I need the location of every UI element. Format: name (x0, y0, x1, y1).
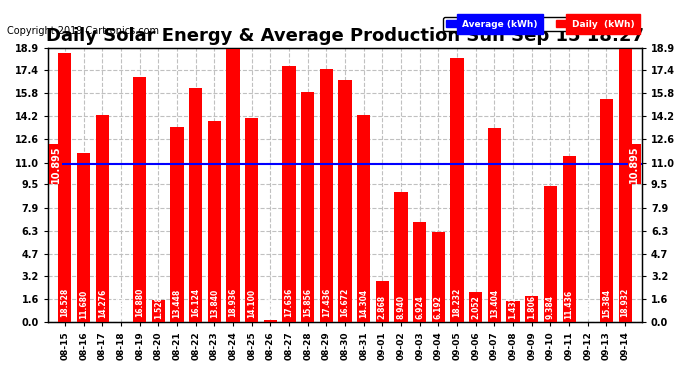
Text: 10.895: 10.895 (629, 145, 640, 183)
Bar (432, 232, 445, 322)
Bar (264, 320, 277, 322)
Text: 6.924: 6.924 (415, 296, 424, 319)
Text: 13.448: 13.448 (172, 289, 181, 318)
Bar (376, 280, 389, 322)
Text: Copyright 2019 Cartronics.com: Copyright 2019 Cartronics.com (7, 26, 159, 36)
Text: 18.232: 18.232 (453, 288, 462, 317)
Bar (488, 128, 501, 322)
Text: 11.436: 11.436 (564, 290, 573, 319)
Bar (245, 118, 258, 322)
Bar (339, 80, 351, 322)
Text: 2.868: 2.868 (378, 295, 387, 319)
Bar (152, 300, 165, 322)
Bar (395, 192, 408, 322)
Bar (413, 222, 426, 322)
Text: 0.000: 0.000 (117, 296, 126, 319)
Text: 16.672: 16.672 (340, 288, 350, 317)
Text: 0.152: 0.152 (266, 296, 275, 319)
Bar (319, 69, 333, 322)
Text: 8.940: 8.940 (397, 295, 406, 319)
Bar (208, 122, 221, 322)
Text: 1.432: 1.432 (509, 296, 518, 319)
Bar (226, 48, 239, 322)
Bar (59, 53, 72, 322)
Bar (357, 115, 371, 322)
Text: 13.840: 13.840 (210, 289, 219, 318)
Bar (189, 88, 202, 322)
Text: 1.806: 1.806 (527, 295, 536, 319)
Bar (506, 302, 520, 322)
Bar (301, 92, 314, 322)
Legend: Average (kWh), Daily  (kWh): Average (kWh), Daily (kWh) (443, 17, 638, 32)
Bar (96, 115, 109, 322)
Text: 18.528: 18.528 (61, 288, 70, 317)
Text: 16.880: 16.880 (135, 288, 144, 317)
Bar (282, 66, 295, 322)
Text: 15.856: 15.856 (303, 288, 312, 318)
Text: 6.192: 6.192 (434, 296, 443, 319)
Text: 14.276: 14.276 (98, 289, 107, 318)
Text: 1.528: 1.528 (154, 296, 163, 319)
Text: 13.404: 13.404 (490, 289, 499, 318)
Bar (469, 292, 482, 322)
Text: 11.680: 11.680 (79, 290, 88, 319)
Bar (170, 127, 184, 322)
Text: 10.895: 10.895 (50, 145, 61, 183)
Bar (451, 58, 464, 322)
Text: 0.000: 0.000 (583, 296, 592, 319)
Bar (544, 186, 557, 322)
Text: 16.124: 16.124 (191, 288, 200, 317)
Bar (77, 153, 90, 322)
Text: 14.100: 14.100 (247, 289, 256, 318)
Bar (525, 296, 538, 322)
Bar (600, 99, 613, 322)
Bar (133, 77, 146, 322)
Text: 9.384: 9.384 (546, 295, 555, 319)
Bar (562, 156, 575, 322)
Text: 18.936: 18.936 (228, 287, 237, 316)
Text: 18.932: 18.932 (620, 287, 629, 316)
Bar (618, 48, 631, 322)
Text: 15.384: 15.384 (602, 288, 611, 318)
Text: 17.636: 17.636 (284, 288, 293, 317)
Text: 2.052: 2.052 (471, 296, 480, 319)
Text: 17.436: 17.436 (322, 288, 331, 317)
Title: Daily Solar Energy & Average Production Sun Sep 15 18:27: Daily Solar Energy & Average Production … (46, 27, 644, 45)
Text: 14.304: 14.304 (359, 289, 368, 318)
